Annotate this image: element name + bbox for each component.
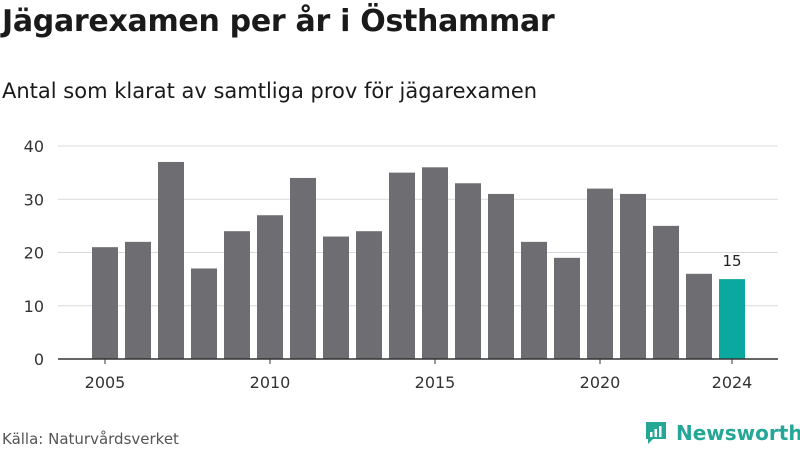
axes: [58, 358, 778, 364]
x-tick-label: 2005: [85, 373, 126, 392]
bar-2008: [191, 268, 217, 359]
bar-2023: [686, 273, 712, 359]
bar-chart: 0 10 20 30 40 15 2005 2010 2015 2020 2024: [24, 137, 778, 392]
x-tick-label: 2020: [580, 373, 621, 392]
bar-2013: [356, 231, 382, 359]
bar-2017: [488, 193, 514, 359]
bar-2021: [620, 193, 646, 359]
bar-2024: [719, 279, 745, 359]
data-label-2024: 15: [722, 252, 741, 270]
source-note: Källa: Naturvårdsverket: [2, 430, 179, 448]
x-tick-label: 2010: [250, 373, 291, 392]
y-tick-label: 20: [24, 244, 44, 263]
bar-2019: [554, 257, 580, 359]
bar-2006: [125, 241, 151, 359]
x-tick-label: 2015: [415, 373, 456, 392]
tick-labels: 0 10 20 30 40 15 2005 2010 2015 2020 2024: [24, 137, 753, 392]
x-tick-label: 2024: [712, 373, 753, 392]
chart-title: Jägarexamen per år i Östhammar: [2, 4, 555, 39]
bar-2007: [158, 161, 184, 359]
brand-name: Newsworthy: [676, 421, 800, 445]
bar-2014: [389, 172, 415, 359]
bar-2012: [323, 236, 349, 359]
y-tick-label: 10: [24, 297, 44, 316]
bar-2010: [257, 215, 283, 359]
bar-2011: [290, 177, 316, 359]
bars: [92, 161, 745, 359]
y-tick-label: 40: [24, 137, 44, 156]
bar-2022: [653, 225, 679, 359]
y-tick-label: 30: [24, 190, 44, 209]
bar-2018: [521, 241, 547, 359]
bar-2016: [455, 183, 481, 359]
y-tick-label: 0: [34, 350, 44, 369]
newsworthy-logo-icon: [646, 422, 666, 444]
newsworthy-logo: Newsworthy: [644, 420, 800, 446]
bar-2020: [587, 188, 613, 359]
bar-2005: [92, 247, 118, 359]
chart-subtitle: Antal som klarat av samtliga prov för jä…: [2, 79, 538, 103]
bar-2015: [422, 167, 448, 359]
bar-2009: [224, 231, 250, 359]
